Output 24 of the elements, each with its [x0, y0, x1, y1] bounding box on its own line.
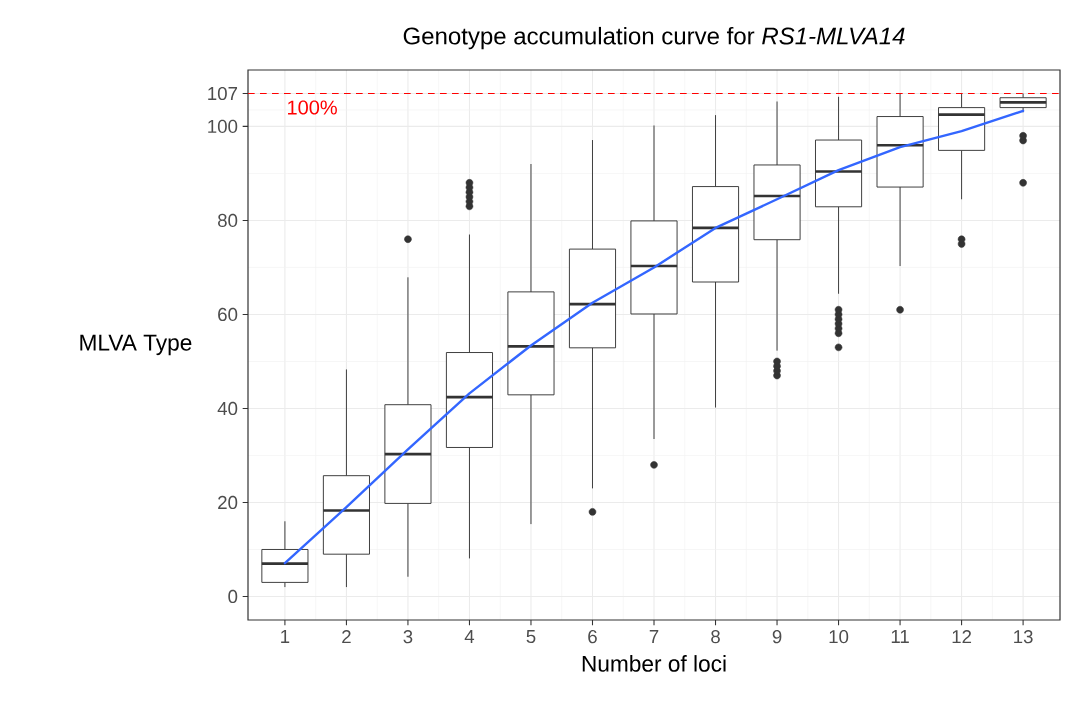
y-axis-title: MLVA Type — [80, 334, 192, 356]
y-tick-label: 100 — [208, 119, 238, 134]
y-tick-label: 40 — [217, 401, 238, 416]
y-tick-label: 0 — [228, 589, 238, 604]
x-tick-label: 5 — [526, 630, 536, 644]
chart-title: Genotype accumulation curve for RS1-MLVA14 — [403, 26, 905, 50]
annotation: 100% — [288, 100, 337, 115]
x-tick-label: 3 — [403, 630, 413, 644]
x-tick-label: 7 — [649, 630, 659, 643]
x-tick-label: 2 — [342, 630, 351, 644]
x-tick-label: 8 — [711, 630, 720, 644]
y-tick-label: 20 — [218, 495, 238, 510]
x-axis-title: Number of loci — [582, 655, 726, 672]
x-tick-label: 4 — [464, 630, 475, 643]
y-tick-label: 107 — [208, 86, 238, 101]
x-tick-label: 10 — [829, 630, 849, 644]
y-tick-label: 80 — [218, 213, 238, 228]
x-tick-label: 9 — [772, 630, 782, 644]
y-tick-label: 60 — [218, 307, 238, 322]
x-tick-label: 13 — [1014, 630, 1033, 644]
x-tick-label: 12 — [952, 630, 972, 644]
x-tick-label: 6 — [588, 630, 597, 644]
x-tick-label: 1 — [281, 630, 290, 643]
x-tick-label: 11 — [891, 630, 909, 643]
